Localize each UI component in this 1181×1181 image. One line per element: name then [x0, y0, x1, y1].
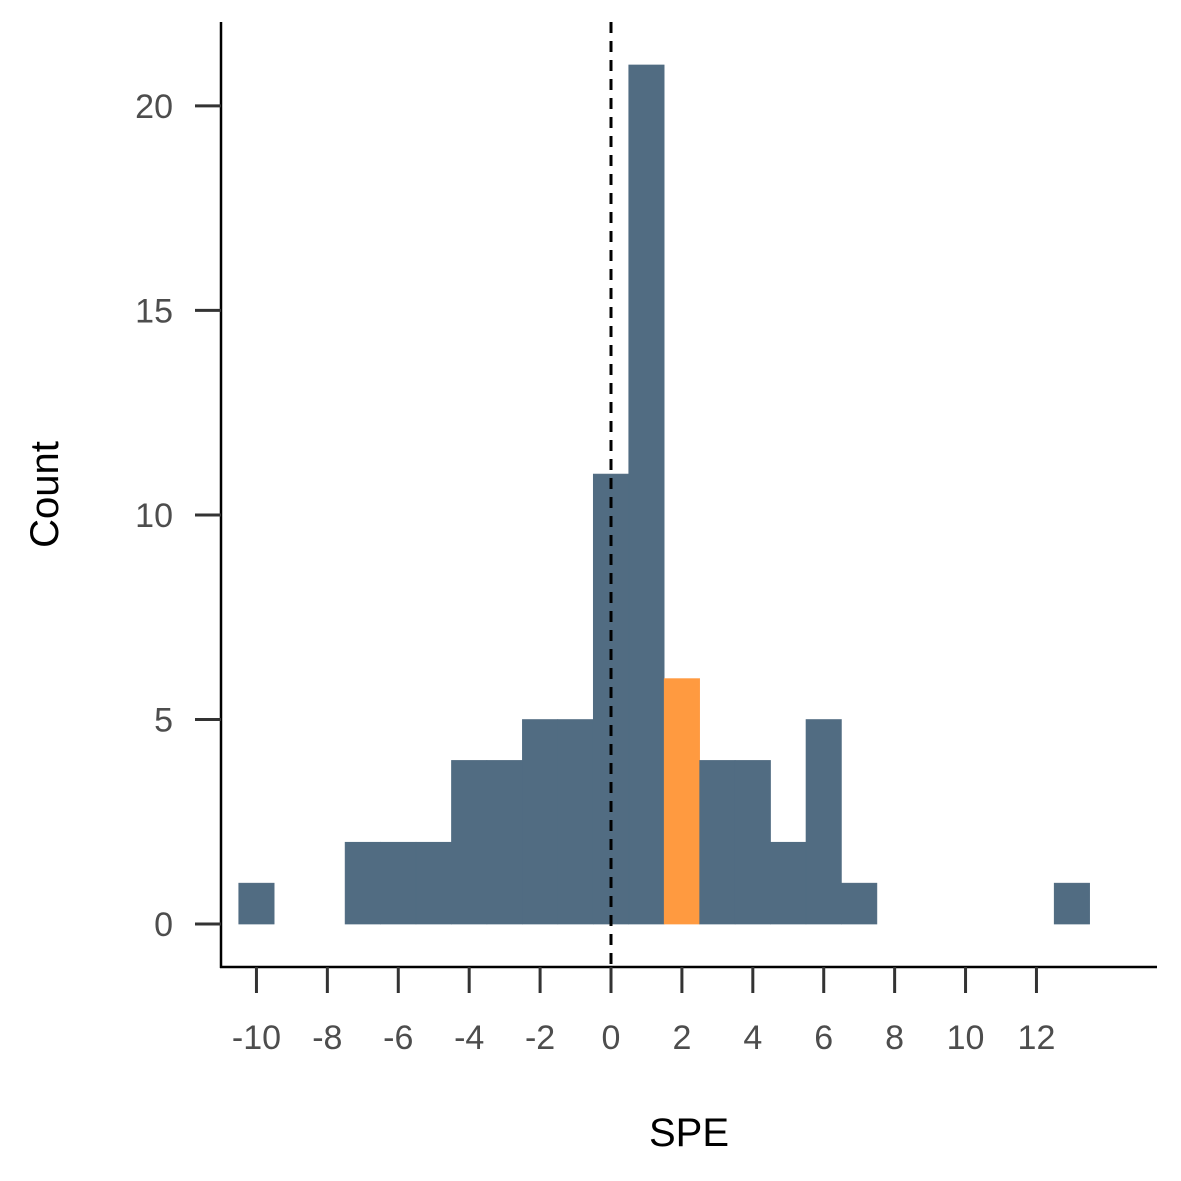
y-tick-label: 20 — [135, 88, 173, 126]
histogram-bar — [557, 719, 594, 925]
y-tick-label: 10 — [135, 497, 173, 535]
y-axis-ticks: 0 5 10 15 20 — [135, 88, 221, 944]
histogram-bar — [344, 841, 381, 925]
histogram-bar — [486, 760, 523, 925]
x-tick-label: 12 — [1018, 1019, 1056, 1057]
y-tick-label: 5 — [154, 702, 173, 740]
histogram-bar — [522, 719, 559, 925]
x-tick-label: 8 — [885, 1019, 904, 1057]
x-tick-label: -4 — [454, 1019, 484, 1057]
x-tick-label: -8 — [312, 1019, 342, 1057]
x-tick-label: 4 — [743, 1019, 762, 1057]
x-tick-label: 0 — [602, 1019, 621, 1057]
histogram-bar — [805, 719, 842, 925]
x-tick-label: -6 — [383, 1019, 413, 1057]
x-tick-label: -2 — [525, 1019, 555, 1057]
histogram-bar — [1053, 882, 1090, 925]
y-axis-title: Count — [23, 441, 67, 548]
histogram-bar — [699, 760, 736, 925]
x-tick-label: -10 — [232, 1019, 281, 1057]
x-tick-label: 2 — [672, 1019, 691, 1057]
histogram-bar — [628, 64, 665, 925]
y-tick-label: 15 — [135, 292, 173, 330]
histogram-bar — [380, 841, 417, 925]
histogram-bar-highlight — [663, 678, 700, 925]
y-tick-label: 0 — [154, 906, 173, 944]
x-axis-ticks: -10 -8 -6 -4 -2 0 2 4 6 8 10 12 — [232, 967, 1055, 1057]
bars-layer — [238, 64, 1090, 925]
histogram-bar — [841, 882, 878, 925]
x-tick-label: 6 — [814, 1019, 833, 1057]
histogram-bar — [415, 841, 452, 925]
x-tick-label: 10 — [947, 1019, 985, 1057]
histogram-bar — [238, 882, 275, 925]
histogram-bar — [734, 760, 771, 925]
histogram-bar — [451, 760, 488, 925]
histogram-bar — [770, 841, 807, 925]
x-axis-title: SPE — [649, 1111, 729, 1155]
